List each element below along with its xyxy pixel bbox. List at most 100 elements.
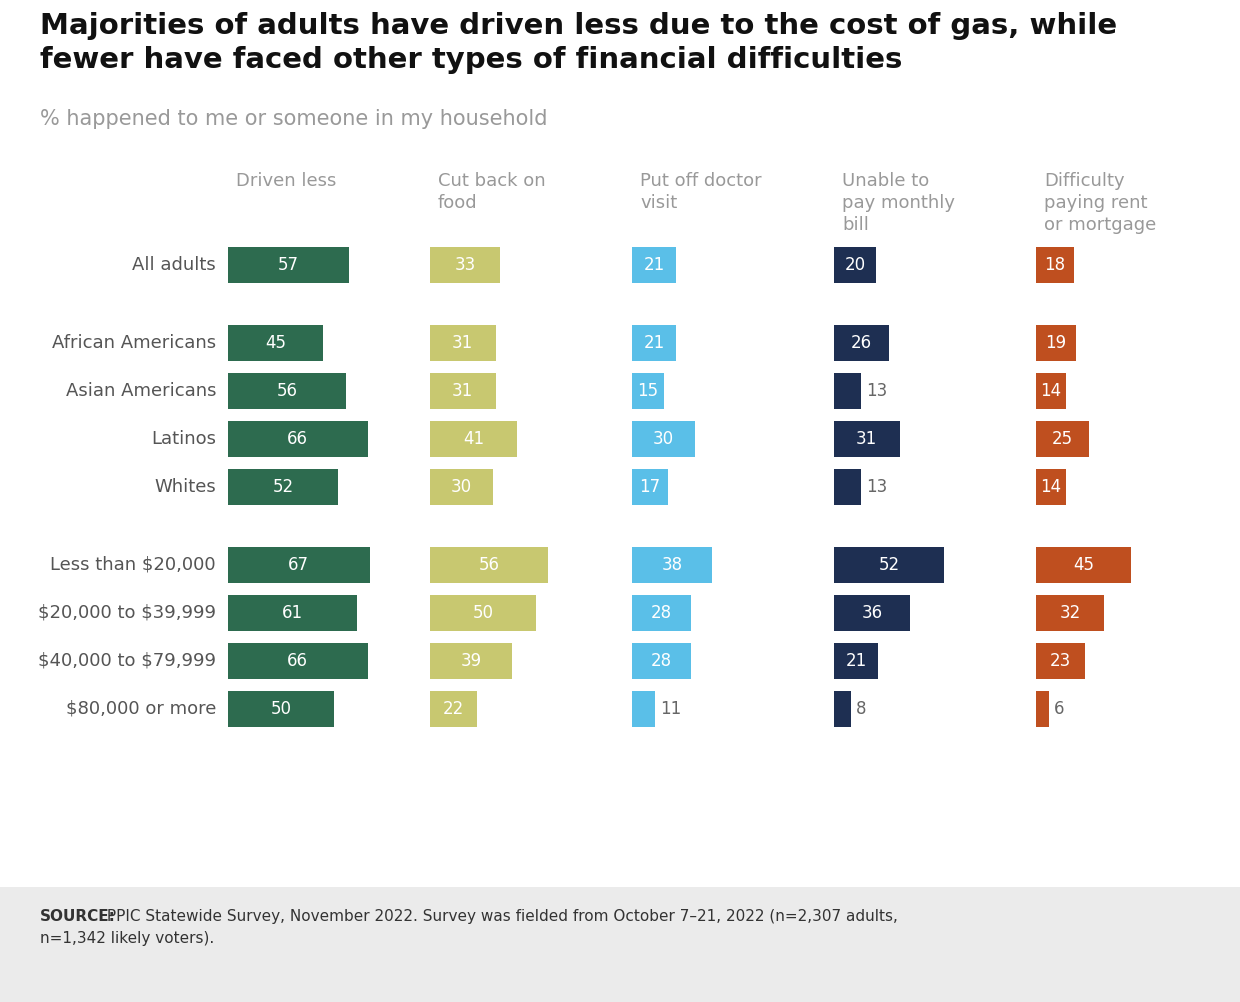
Bar — [430, 547, 548, 583]
Text: 13: 13 — [867, 478, 888, 496]
Bar — [632, 325, 676, 361]
Bar — [1035, 373, 1065, 409]
Bar — [228, 469, 339, 505]
Bar — [835, 547, 944, 583]
Bar — [228, 595, 357, 631]
Text: 14: 14 — [1040, 382, 1061, 400]
Bar — [228, 325, 324, 361]
Text: 19: 19 — [1045, 334, 1066, 352]
Text: 61: 61 — [281, 604, 303, 622]
Text: \$40,000 to \$79,999: \$40,000 to \$79,999 — [38, 652, 216, 670]
Bar — [835, 247, 877, 283]
Text: 17: 17 — [640, 478, 661, 496]
Text: All adults: All adults — [133, 256, 216, 274]
Text: 11: 11 — [660, 700, 682, 718]
Text: 6: 6 — [1054, 700, 1064, 718]
Text: 14: 14 — [1040, 478, 1061, 496]
Text: 13: 13 — [867, 382, 888, 400]
Text: 66: 66 — [288, 430, 309, 448]
Text: 28: 28 — [651, 652, 672, 670]
Text: 36: 36 — [862, 604, 883, 622]
Bar — [835, 595, 910, 631]
Bar — [430, 247, 500, 283]
Text: 21: 21 — [644, 334, 665, 352]
Text: n=1,342 likely voters).: n=1,342 likely voters). — [40, 931, 215, 946]
Text: 57: 57 — [278, 256, 299, 274]
Text: 31: 31 — [453, 334, 474, 352]
Text: PPIC Statewide Survey, November 2022. Survey was fielded from October 7–21, 2022: PPIC Statewide Survey, November 2022. Su… — [102, 909, 898, 924]
Text: 45: 45 — [265, 334, 286, 352]
Bar — [835, 691, 851, 727]
Bar — [430, 595, 536, 631]
Text: Latinos: Latinos — [151, 430, 216, 448]
Text: 26: 26 — [851, 334, 872, 352]
Text: \$20,000 to \$39,999: \$20,000 to \$39,999 — [38, 604, 216, 622]
Text: 52: 52 — [878, 556, 899, 574]
Bar — [835, 469, 862, 505]
Text: 50: 50 — [472, 604, 494, 622]
Bar — [632, 469, 668, 505]
Text: African Americans: African Americans — [52, 334, 216, 352]
Bar — [835, 421, 899, 457]
Text: 31: 31 — [453, 382, 474, 400]
Text: Majorities of adults have driven less due to the cost of gas, while
fewer have f: Majorities of adults have driven less du… — [40, 12, 1117, 73]
Bar — [1035, 421, 1089, 457]
Text: 50: 50 — [270, 700, 291, 718]
Text: 8: 8 — [856, 700, 867, 718]
Text: Difficulty
paying rent
or mortgage: Difficulty paying rent or mortgage — [1044, 172, 1156, 234]
Text: 21: 21 — [644, 256, 665, 274]
Text: Asian Americans: Asian Americans — [66, 382, 216, 400]
Text: 33: 33 — [454, 256, 475, 274]
Bar — [228, 547, 370, 583]
Text: 30: 30 — [451, 478, 472, 496]
Bar — [1035, 547, 1131, 583]
Text: 56: 56 — [277, 382, 298, 400]
Bar — [430, 325, 496, 361]
Text: 45: 45 — [1073, 556, 1094, 574]
Text: 67: 67 — [289, 556, 309, 574]
Bar — [1035, 691, 1049, 727]
Text: 22: 22 — [443, 700, 464, 718]
Text: 38: 38 — [662, 556, 683, 574]
Text: Cut back on
food: Cut back on food — [438, 172, 546, 212]
Bar — [430, 421, 517, 457]
Bar — [632, 247, 676, 283]
Text: 20: 20 — [844, 256, 866, 274]
Bar — [430, 643, 512, 679]
Bar — [228, 643, 367, 679]
Text: % happened to me or someone in my household: % happened to me or someone in my househ… — [40, 109, 548, 129]
Text: 32: 32 — [1059, 604, 1080, 622]
Text: 25: 25 — [1052, 430, 1073, 448]
Bar — [835, 643, 878, 679]
Text: Unable to
pay monthly
bill: Unable to pay monthly bill — [842, 172, 955, 234]
Bar — [632, 547, 712, 583]
Text: 39: 39 — [461, 652, 482, 670]
Text: \$80,000 or more: \$80,000 or more — [66, 700, 216, 718]
Bar — [228, 691, 334, 727]
Bar — [1035, 469, 1065, 505]
Text: SOURCE:: SOURCE: — [40, 909, 115, 924]
Text: 66: 66 — [288, 652, 309, 670]
Bar — [1035, 595, 1104, 631]
Bar — [1035, 325, 1076, 361]
Text: Put off doctor
visit: Put off doctor visit — [640, 172, 761, 212]
Text: 30: 30 — [653, 430, 675, 448]
Bar — [632, 643, 691, 679]
Text: 28: 28 — [651, 604, 672, 622]
Bar — [632, 421, 696, 457]
Text: 18: 18 — [1044, 256, 1065, 274]
Bar — [228, 373, 346, 409]
Bar — [835, 373, 862, 409]
Bar — [430, 691, 476, 727]
Text: 31: 31 — [856, 430, 878, 448]
Bar — [632, 691, 655, 727]
Bar — [430, 469, 494, 505]
Text: 56: 56 — [479, 556, 500, 574]
Text: Less than \$20,000: Less than \$20,000 — [51, 556, 216, 574]
Bar — [228, 421, 367, 457]
Text: 52: 52 — [273, 478, 294, 496]
Text: 15: 15 — [637, 382, 658, 400]
Bar — [228, 247, 348, 283]
Bar — [632, 373, 663, 409]
Bar — [0, 887, 1240, 1002]
